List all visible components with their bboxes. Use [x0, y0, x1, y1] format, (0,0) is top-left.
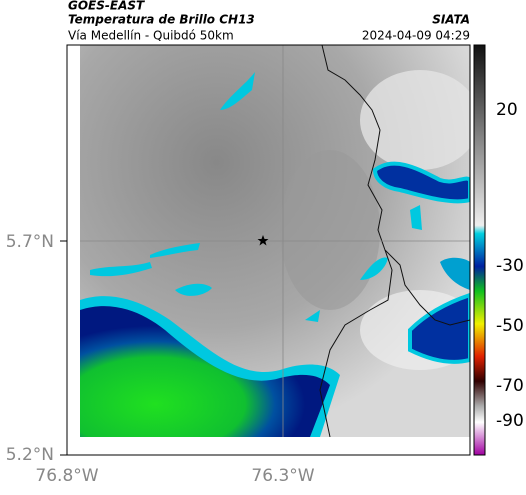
- lat-label: 5.7°N: [6, 232, 54, 252]
- lon-label: 76.3°W: [251, 466, 314, 486]
- map-frame: [66, 44, 471, 456]
- colorbar-label: -50: [496, 316, 524, 336]
- location: Vía Medellín - Quibdó 50km: [68, 29, 234, 43]
- location-marker: [257, 235, 269, 246]
- colorbar: [473, 44, 486, 456]
- colorbar-label: 20: [496, 100, 518, 120]
- lon-label: 76.8°W: [35, 466, 98, 486]
- subtitle: Temperatura de Brillo CH13: [68, 13, 255, 27]
- colorbar-label: -90: [496, 411, 524, 431]
- datetime: 2024-04-09 04:29: [362, 29, 470, 43]
- colorbar-label: -70: [496, 376, 524, 396]
- lat-label: 5.2°N: [6, 445, 54, 465]
- title: GOES-EAST: [68, 0, 145, 13]
- colorbar-label: -30: [496, 256, 524, 276]
- source: SIATA: [432, 13, 470, 27]
